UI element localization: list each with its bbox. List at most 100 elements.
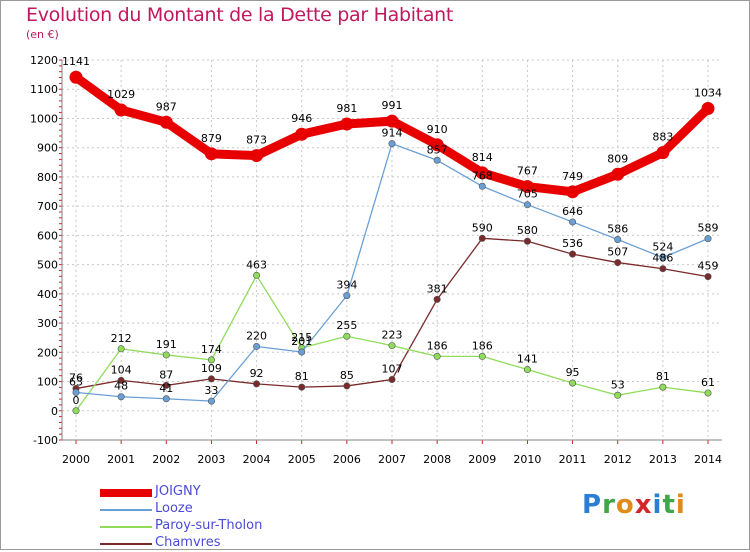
data-point [701, 102, 715, 116]
y-tick-label: 100 [37, 376, 58, 389]
data-label: 1034 [694, 87, 722, 100]
data-point [433, 156, 441, 164]
legend-swatch [100, 543, 152, 545]
data-point [253, 380, 261, 388]
x-tick-label: 2000 [62, 453, 90, 466]
data-point [253, 342, 261, 350]
data-point [69, 70, 83, 84]
data-label: 104 [111, 363, 132, 376]
data-point [614, 259, 622, 267]
logo-letter: i [675, 490, 686, 520]
logo-letter: t [662, 490, 676, 520]
data-point [340, 117, 354, 131]
data-label: 215 [291, 331, 312, 344]
data-point [204, 147, 218, 161]
data-label: 191 [156, 338, 177, 351]
x-tick-label: 2005 [288, 453, 316, 466]
data-label: 991 [382, 99, 403, 112]
data-point [385, 114, 399, 128]
data-point [250, 149, 264, 163]
y-tick-label: 1200 [30, 54, 58, 67]
data-label: 61 [701, 376, 715, 389]
data-point [656, 146, 670, 160]
data-point [388, 375, 396, 383]
data-point [114, 103, 128, 117]
data-label: 201 [291, 335, 312, 348]
data-label: 141 [517, 353, 538, 366]
data-point [523, 201, 531, 209]
data-label: 873 [246, 134, 267, 147]
data-point [388, 342, 396, 350]
data-point [343, 292, 351, 300]
legend-label: JOIGNY [155, 484, 201, 499]
y-tick-label: 700 [37, 200, 58, 213]
data-label: 92 [250, 367, 264, 380]
logo-letter: r [602, 490, 616, 520]
data-label: 987 [156, 100, 177, 113]
data-label: 76 [69, 372, 83, 385]
data-point [72, 388, 80, 396]
data-point [566, 185, 580, 199]
data-label: 536 [562, 237, 583, 250]
logo-letter: o [615, 490, 635, 520]
data-label: 589 [698, 222, 719, 235]
x-tick-label: 2006 [333, 453, 361, 466]
data-point [159, 115, 173, 129]
data-label: 53 [611, 378, 625, 391]
data-label: 87 [159, 368, 173, 381]
data-point [478, 352, 486, 360]
data-label: 95 [566, 366, 580, 379]
logo-letter: x [634, 490, 653, 520]
data-point [433, 352, 441, 360]
data-label: 0 [73, 394, 80, 407]
data-point [433, 295, 441, 303]
x-tick-label: 2002 [152, 453, 180, 466]
data-label: 857 [427, 143, 448, 156]
x-tick-label: 2004 [243, 453, 271, 466]
data-label: 883 [652, 131, 673, 144]
data-point [72, 407, 80, 415]
data-label: 394 [336, 279, 357, 292]
y-tick-label: -100 [33, 434, 58, 447]
x-tick-label: 2013 [649, 453, 677, 466]
data-label: 223 [382, 329, 403, 342]
data-point [659, 254, 667, 262]
data-point [298, 383, 306, 391]
data-label: 767 [517, 165, 538, 178]
y-tick-label: 800 [37, 171, 58, 184]
legend-swatch [100, 526, 152, 528]
data-label: 1029 [107, 88, 135, 101]
legend-swatch [100, 509, 152, 511]
data-point [162, 395, 170, 403]
data-label: 768 [472, 169, 493, 182]
data-point [475, 166, 489, 180]
proxiti-logo: Proxiti [582, 490, 686, 520]
y-tick-label: 900 [37, 142, 58, 155]
data-label: 507 [607, 246, 628, 259]
data-label: 749 [562, 170, 583, 183]
data-label: 41 [159, 382, 173, 395]
data-point [117, 345, 125, 353]
x-tick-label: 2003 [197, 453, 225, 466]
legend-label: Chamvres [155, 535, 221, 550]
y-tick-label: 1100 [30, 83, 58, 96]
data-label: 914 [382, 127, 403, 140]
y-tick-label: 600 [37, 229, 58, 242]
chart-title: Evolution du Montant de la Dette par Hab… [26, 4, 454, 26]
x-tick-label: 2011 [559, 453, 587, 466]
data-label: 463 [246, 258, 267, 271]
data-point [704, 389, 712, 397]
data-point [253, 271, 261, 279]
data-label: 910 [427, 123, 448, 136]
data-label: 879 [201, 132, 222, 145]
data-label: 186 [427, 339, 448, 352]
y-tick-label: 1000 [30, 112, 58, 125]
data-label: 459 [698, 260, 719, 273]
data-point [298, 348, 306, 356]
x-tick-label: 2010 [513, 453, 541, 466]
data-point [704, 235, 712, 243]
data-point [343, 382, 351, 390]
data-point [207, 375, 215, 383]
data-point [207, 397, 215, 405]
